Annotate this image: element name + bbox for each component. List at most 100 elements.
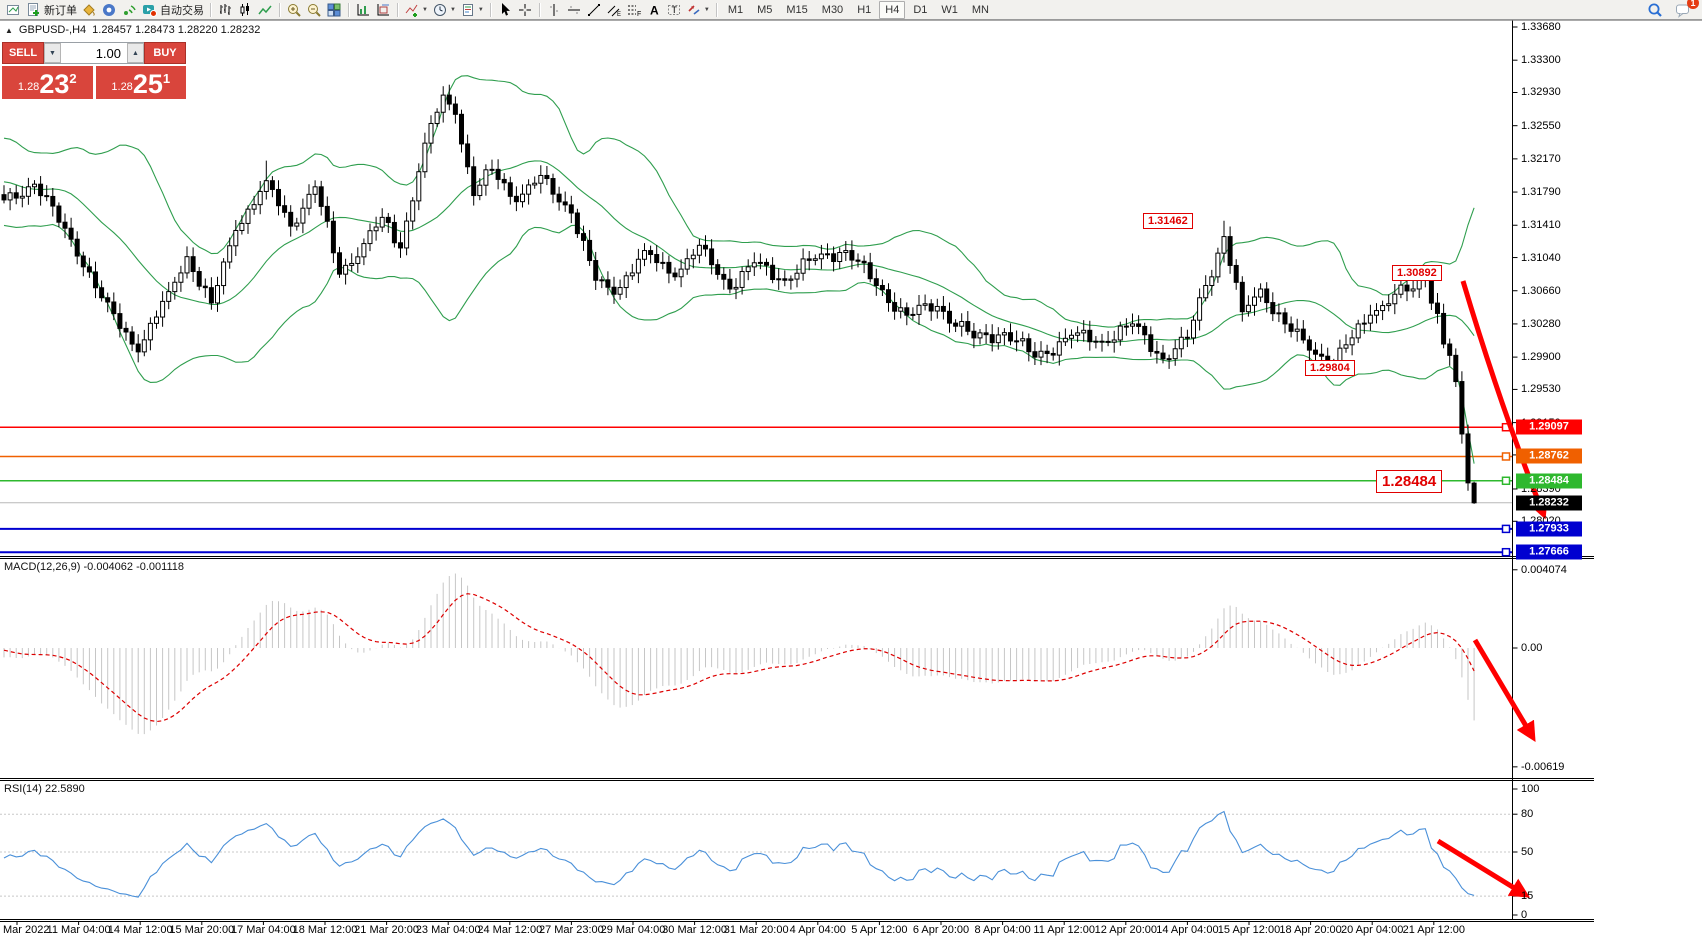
zoom-in-icon <box>286 2 302 18</box>
macd-axis-label: 0.004074 <box>1521 563 1567 576</box>
window-collapse-icon[interactable]: ▲ <box>5 25 13 35</box>
volume-input[interactable]: 1.00 <box>95 45 121 61</box>
timeframe-mn-button[interactable]: MN <box>971 3 989 16</box>
price-annotation[interactable]: 1.29804 <box>1305 360 1355 376</box>
time-axis-label: 11 Apr 12:00 <box>1033 924 1095 936</box>
templates-button[interactable]: ▼ <box>458 1 486 19</box>
time-axis-label: 11 Mar 04:00 <box>46 924 111 936</box>
price-axis-label: 1.33680 <box>1521 21 1561 33</box>
crosshair-button[interactable] <box>515 1 535 19</box>
time-axis-label: 5 Apr 12:00 <box>851 924 908 936</box>
text-label-button[interactable]: T <box>664 1 684 19</box>
text-icon: A <box>646 2 662 18</box>
volume-control: ▼ 1.00 ▲ <box>44 42 144 64</box>
price-annotation[interactable]: 1.28484 <box>1376 470 1443 493</box>
toolbar-separator <box>397 2 398 17</box>
timeframe-m15-button[interactable]: M15 <box>786 3 808 16</box>
signals-button[interactable] <box>119 1 139 19</box>
time-axis-label: 4 Apr 04:00 <box>789 924 846 936</box>
channel-icon: E <box>606 2 622 18</box>
price-tag-128232: 1.28232 <box>1516 495 1582 511</box>
cursor-button[interactable] <box>495 1 515 19</box>
rsi-axis-label: 15 <box>1521 890 1534 903</box>
arrange-tile-button[interactable] <box>373 1 393 19</box>
volume-increase-button[interactable]: ▲ <box>127 43 144 63</box>
timeframe-d1-button[interactable]: D1 <box>913 3 928 16</box>
buy-price-display[interactable]: 1.28 25 1 <box>95 66 186 99</box>
rsi-label: RSI(14) 22.5890 <box>4 783 85 795</box>
price-axis-label: 1.31040 <box>1521 251 1561 264</box>
timeframe-m1-button[interactable]: M1 <box>727 3 744 16</box>
toolbar-separator <box>210 2 211 17</box>
arrange-vertical-button[interactable] <box>353 1 373 19</box>
time-axis-label: 29 Mar 04:00 <box>600 924 666 936</box>
sell-price-display[interactable]: 1.28 23 2 <box>2 66 93 99</box>
chevron-down-icon: ▼ <box>703 6 710 13</box>
bar-chart-button[interactable] <box>215 1 235 19</box>
bar-chart-icon <box>217 2 233 18</box>
svg-text:E: E <box>617 12 621 18</box>
community-button[interactable] <box>99 1 119 19</box>
timeframe-m30-button[interactable]: M30 <box>821 3 844 16</box>
line-chart-button[interactable] <box>255 1 275 19</box>
time-axis-label: 24 Mar 12:00 <box>477 924 543 936</box>
text-button[interactable]: A <box>644 1 664 19</box>
time-axis-label: 20 Apr 04:00 <box>1340 924 1404 936</box>
rsi-value: 22.5890 <box>44 783 85 795</box>
rsi-axis-label: 100 <box>1521 783 1540 795</box>
price-tag-128762: 1.28762 <box>1516 448 1582 464</box>
macd-histogram <box>3 573 1475 735</box>
search-icon <box>1647 2 1663 18</box>
timeframe-m5-button[interactable]: M5 <box>757 3 773 16</box>
chart-plus-icon <box>5 2 21 18</box>
horizontal-lines-layer[interactable] <box>0 422 1512 557</box>
sell-button[interactable]: SELL <box>2 42 44 64</box>
search-button[interactable] <box>1645 1 1665 19</box>
zoom-out-button[interactable] <box>304 1 324 19</box>
vertical-line-icon <box>546 2 562 18</box>
one-click-trading-panel: SELL ▼ 1.00 ▲ BUY 1.28 23 2 1.28 25 1 <box>2 42 186 99</box>
candle-chart-button[interactable] <box>235 1 255 19</box>
indicators-add-button[interactable]: ▼ <box>402 1 430 19</box>
periods-clock-button[interactable]: ▼ <box>430 1 458 19</box>
buy-button[interactable]: BUY <box>144 42 186 64</box>
time-axis-label: 23 Mar 04:00 <box>415 924 481 936</box>
fibonacci-button[interactable]: F <box>624 1 644 19</box>
rsi-axis-label: 0 <box>1521 909 1528 921</box>
price-axis-label: 1.29900 <box>1521 351 1561 364</box>
timeframe-h4-button[interactable]: H4 <box>879 0 906 19</box>
timeframe-w1-button[interactable]: W1 <box>941 3 958 16</box>
channel-button[interactable]: E <box>604 1 624 19</box>
new-order-button[interactable]: 新订单 <box>23 1 79 19</box>
trendline-button[interactable] <box>584 1 604 19</box>
time-axis-label: 15 Mar 20:00 <box>169 924 235 936</box>
horizontal-line-icon <box>566 2 582 18</box>
templates-icon <box>460 2 476 18</box>
macd-values: -0.004062 -0.001118 <box>83 561 184 573</box>
autotrade-button[interactable]: 自动交易 <box>139 1 206 19</box>
timeframe-h1-button[interactable]: H1 <box>857 3 872 16</box>
macd-signal-line <box>3 593 1475 723</box>
price-annotation[interactable]: 1.30892 <box>1392 265 1442 281</box>
arrows-shapes-button[interactable]: ▼ <box>684 1 712 19</box>
time-axis-label: 21 Mar 20:00 <box>354 924 420 936</box>
crosshair-icon <box>517 2 533 18</box>
price-annotation[interactable]: 1.31462 <box>1143 213 1193 229</box>
notifications-button[interactable]: 1 <box>1673 0 1699 19</box>
styler-button[interactable] <box>79 1 99 19</box>
time-axis-label: 6 Apr 20:00 <box>912 924 970 936</box>
time-axis-label: 27 Mar 23:00 <box>538 924 604 936</box>
indicators-add-icon <box>404 2 420 18</box>
price-tag-127666: 1.27666 <box>1516 544 1582 560</box>
volume-decrease-button[interactable]: ▼ <box>44 43 61 63</box>
rsi-axis-label: 80 <box>1521 808 1534 821</box>
price-tag-129097: 1.29097 <box>1516 419 1582 435</box>
horizontal-line-button[interactable] <box>564 1 584 19</box>
zoom-in-button[interactable] <box>284 1 304 19</box>
tile-windows-button[interactable] <box>324 1 344 19</box>
chart-plus-button[interactable] <box>3 1 23 19</box>
macd-axis-label: -0.00619 <box>1521 760 1565 773</box>
vertical-line-button[interactable] <box>544 1 564 19</box>
